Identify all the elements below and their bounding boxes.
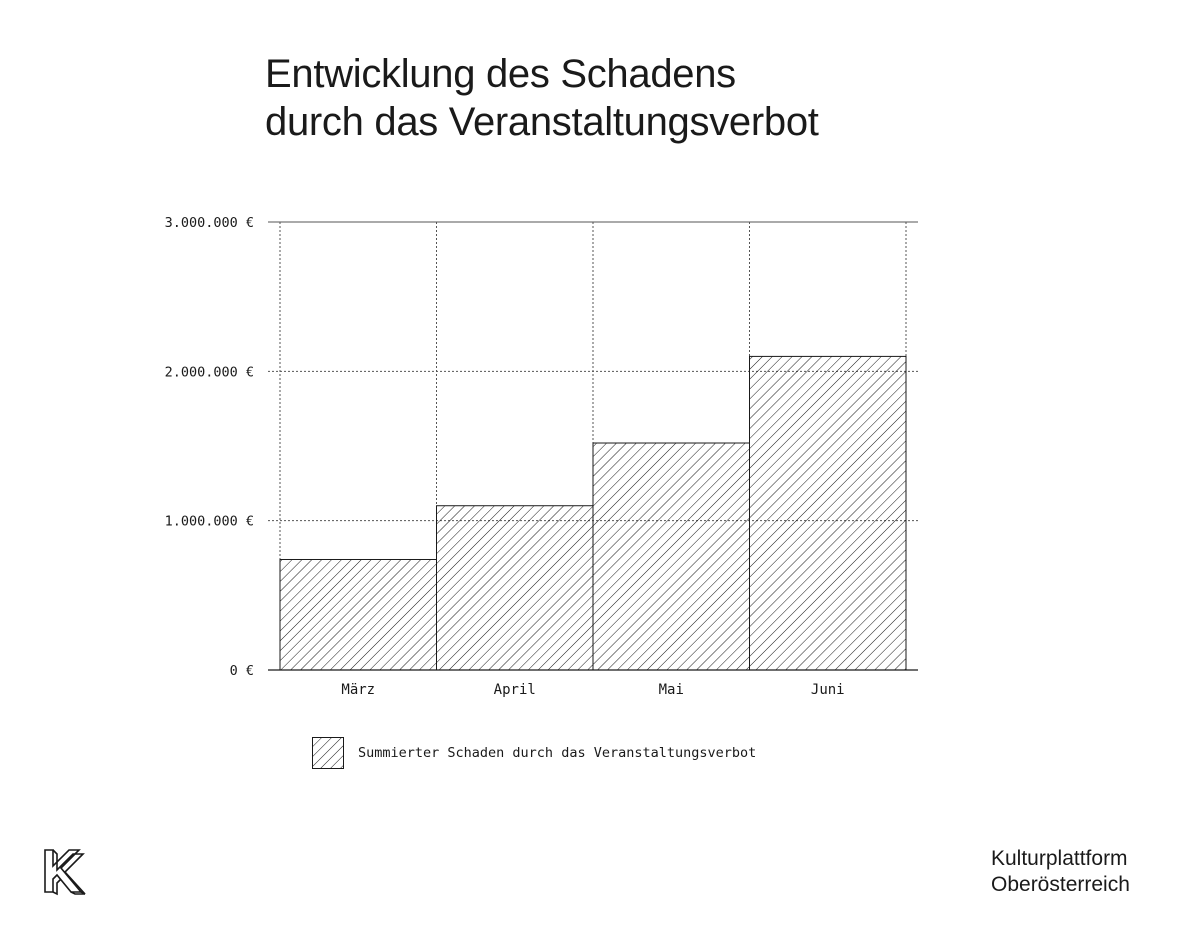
x-tick-label-1: März	[341, 682, 375, 698]
x-tick-label-2: April	[494, 682, 536, 698]
x-tick-label-3: Mai	[659, 682, 684, 698]
y-tick-label-2: 1.000.000 €	[165, 514, 254, 530]
x-tick-label-4: Juni	[811, 682, 845, 698]
y-tick-label-3: 2.000.000 €	[165, 364, 254, 380]
bar-2	[436, 505, 594, 671]
chart-title-line-1: Entwicklung des Schadens	[265, 52, 736, 96]
bar-3	[592, 442, 750, 671]
bar-1	[279, 558, 437, 671]
x-axis-ticks: März April Mai Juni	[341, 682, 844, 698]
chart-title: Entwicklung des Schadens durch das Veran…	[265, 50, 819, 146]
k-logo-icon	[44, 849, 86, 896]
legend-swatch	[312, 737, 344, 769]
brand-name-line-1: Kulturplattform	[991, 847, 1128, 870]
legend: Summierter Schaden durch das Veranstaltu…	[312, 737, 756, 769]
y-tick-label-4: 3.000.000 €	[165, 215, 254, 231]
y-tick-label-1: 0 €	[230, 663, 254, 679]
bar-4	[749, 355, 907, 671]
bars-layer	[279, 355, 907, 671]
chart-title-line-2: durch das Veranstaltungsverbot	[265, 100, 819, 144]
y-axis-ticks: 0 € 1.000.000 € 2.000.000 € 3.000.000 €	[165, 215, 254, 679]
brand-name: Kulturplattform Oberösterreich	[991, 846, 1130, 898]
brand-name-line-2: Oberösterreich	[991, 873, 1130, 896]
legend-label: Summierter Schaden durch das Veranstaltu…	[358, 745, 757, 761]
